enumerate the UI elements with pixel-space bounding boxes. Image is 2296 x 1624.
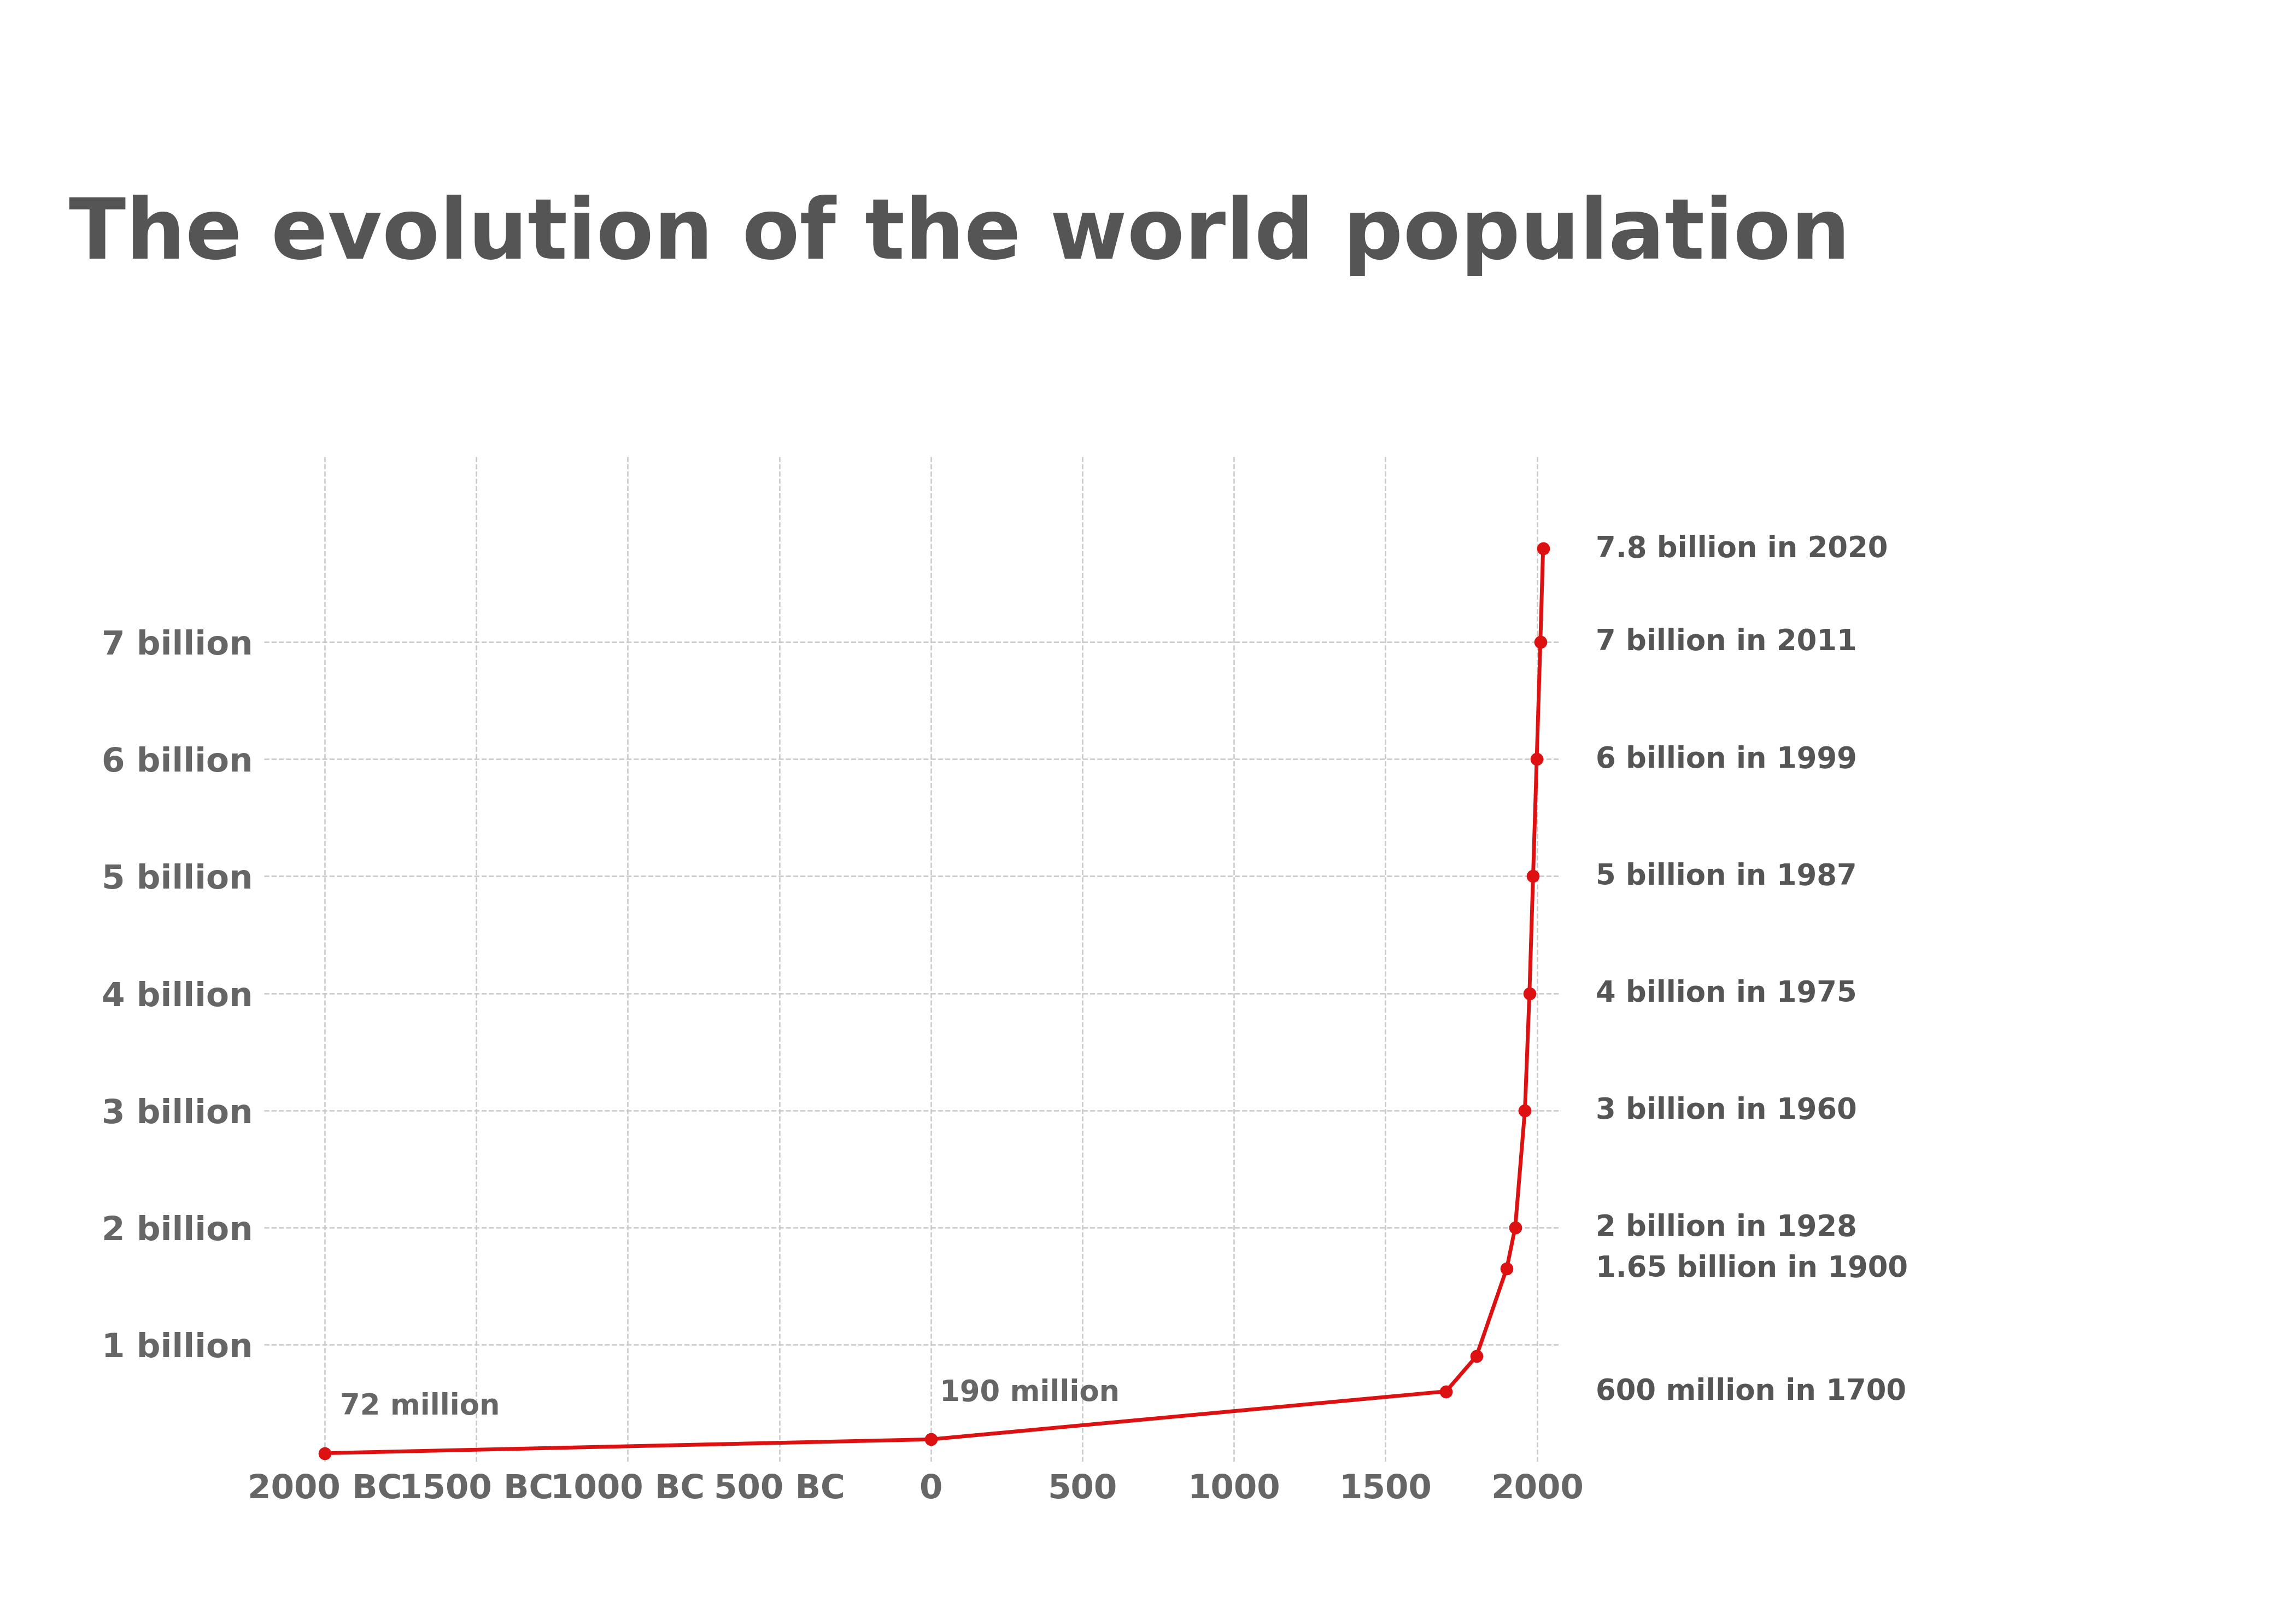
Text: 2 billion in 1928: 2 billion in 1928 — [1596, 1213, 1857, 1242]
Text: 3 billion in 1960: 3 billion in 1960 — [1596, 1096, 1857, 1124]
Text: 600 million in 1700: 600 million in 1700 — [1596, 1377, 1906, 1405]
Text: 7 billion in 2011: 7 billion in 2011 — [1596, 628, 1857, 656]
Text: 5 billion in 1987: 5 billion in 1987 — [1596, 862, 1857, 890]
Text: 1.65 billion in 1900: 1.65 billion in 1900 — [1596, 1254, 1908, 1283]
Text: 7.8 billion in 2020: 7.8 billion in 2020 — [1596, 534, 1887, 562]
Text: 190 million: 190 million — [939, 1379, 1120, 1406]
Text: The evolution of the world population: The evolution of the world population — [69, 195, 1851, 276]
Text: 72 million: 72 million — [340, 1392, 501, 1421]
Text: 4 billion in 1975: 4 billion in 1975 — [1596, 979, 1857, 1007]
Text: 6 billion in 1999: 6 billion in 1999 — [1596, 745, 1857, 773]
